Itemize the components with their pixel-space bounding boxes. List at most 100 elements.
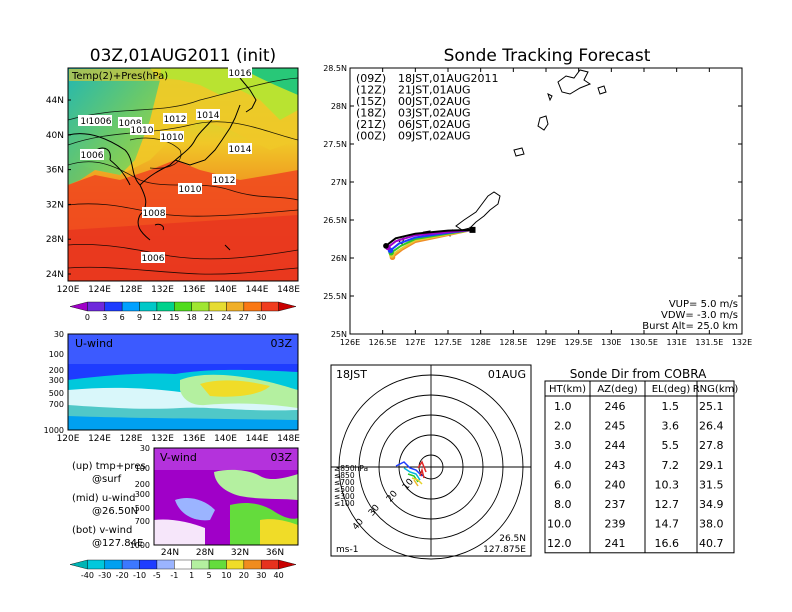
- pressure-tick-label: 500: [135, 504, 150, 513]
- colorbar-swatch: [208, 301, 227, 312]
- colorbar-label: 30: [256, 313, 266, 322]
- table-cell: 1.5: [662, 400, 680, 413]
- x-tick-label: 129.5E: [565, 338, 593, 347]
- lon-tick-label: 136E: [183, 434, 206, 444]
- svg-text:1016: 1016: [229, 69, 252, 79]
- colorbar-swatch: [174, 559, 192, 570]
- colorbar-swatch: [243, 559, 262, 570]
- table-cell: 40.7: [699, 537, 724, 550]
- isobar-label: 1012: [163, 113, 187, 125]
- lon-tick-label: 128E: [120, 434, 143, 444]
- lon-tick-label: 124E: [88, 434, 111, 444]
- lat-tick-label: 36N: [46, 166, 64, 176]
- table-title: Sonde Dir from COBRA: [570, 367, 707, 381]
- colorbar-label: 20: [239, 571, 249, 580]
- track-y-ticks: 25N 25.5N 26N 26.5N 27N 27.5N 28N 28.5N: [323, 64, 742, 339]
- colorbar-label: 30: [256, 571, 266, 580]
- table-frame: [544, 380, 735, 554]
- polar-pressure-legend: ≥850hPa≤850≤700≤500≤300≤100: [334, 464, 368, 508]
- track-x-ticks: 126E 126.5E 127E 127.5E 128E 128.5E 129E 129.5E…: [340, 68, 752, 347]
- colorbar-swatch: [156, 301, 175, 312]
- lon-tick-label: 132E: [151, 434, 174, 444]
- track-legend: (09Z) 18JST,01AUG2011 (12Z) 21JST,01AUG (15Z…: [356, 72, 499, 143]
- pressure-tick-label: 300: [49, 376, 64, 385]
- svg-text:1010: 1010: [161, 133, 184, 143]
- lon-tick-label: 144E: [246, 285, 269, 295]
- legend-text: 00JST,02AUG: [398, 95, 471, 108]
- colorbar-label: 21: [204, 313, 214, 322]
- table-cell: 31.5: [699, 478, 724, 491]
- surface-map-frame: [67, 67, 299, 282]
- polar-unit-label: ms-1: [336, 545, 358, 555]
- svg-text:1006: 1006: [89, 117, 112, 127]
- colorbar-swatch: [69, 301, 88, 312]
- lat-tick-label: 28N: [196, 548, 214, 558]
- lat-tick-label: 24N: [161, 548, 179, 558]
- table-cell: 3.6: [662, 420, 680, 433]
- legend-text: 21JST,01AUG: [398, 84, 471, 97]
- note-mid-sub: @26.50N: [92, 506, 138, 517]
- pressure-tick-label: 30: [54, 330, 64, 339]
- x-tick-label: 127E: [405, 338, 425, 347]
- colorbar-swatch: [278, 559, 297, 570]
- colorbar-label: 24: [221, 313, 231, 322]
- pressure-tick-label: 200: [49, 366, 64, 375]
- table-cell: 10.0: [547, 518, 572, 531]
- note-bot-sub: @127.84E: [92, 538, 143, 549]
- table-cell: 16.6: [655, 537, 680, 550]
- colorbar-label: 12: [152, 313, 162, 322]
- colorbar-label: 27: [239, 313, 249, 322]
- x-tick-label: 131.5E: [695, 338, 723, 347]
- pressure-tick-label: 100: [135, 464, 150, 473]
- surface-map-title: 03Z,01AUG2011 (init): [90, 46, 276, 66]
- colorbar-label: -20: [116, 571, 129, 580]
- svg-text:1014: 1014: [229, 145, 252, 155]
- pressure-legend-label: ≤850: [334, 471, 355, 480]
- colorbar-swatch: [174, 301, 192, 312]
- colorbar-swatch: [261, 301, 279, 312]
- table-header: RNG(km): [693, 384, 739, 395]
- colorbar-swatch: [278, 301, 297, 312]
- colorbar-label: 40: [274, 571, 284, 580]
- track-series: [383, 226, 476, 261]
- legend-text: 09JST,02AUG: [398, 130, 471, 143]
- isobar-label: 1006: [88, 115, 112, 127]
- pressure-legend-label: ≤100: [334, 499, 355, 508]
- colorbar-label: -40: [81, 571, 94, 580]
- isobar-label: 1012: [212, 174, 236, 186]
- map-lon-ticks: 120E 124E 128E 132E 136E 140E 144E 148E: [57, 285, 301, 295]
- colorbar-swatch: [156, 559, 175, 570]
- colorbar-label: -1: [170, 571, 178, 580]
- temperature-colorbar: 0 3 6 9 12 15 18 21 24 27 30: [69, 301, 297, 322]
- colorbar-swatch: [121, 301, 140, 312]
- lat-tick-label: 24N: [46, 270, 64, 280]
- y-tick-label: 25.5N: [323, 292, 347, 301]
- map-lat-ticks: 44N 40N 36N 32N 28N 24N: [46, 96, 71, 280]
- colorbar-label: 5: [207, 571, 212, 580]
- colorbar-swatch: [226, 301, 245, 312]
- table-cell: 246: [605, 400, 626, 413]
- table-cell: 14.7: [655, 518, 680, 531]
- panel-notes: (up) tmp+pres @surf (mid) u-wind @26.50N…: [72, 461, 146, 549]
- colorbar-label: 15: [169, 313, 179, 322]
- colorbar-label: 0: [85, 313, 90, 322]
- u-wind-label: U-wind: [75, 337, 113, 350]
- note-bot: (bot) v-wind: [72, 525, 132, 536]
- legend-text: 06JST,02AUG: [398, 118, 471, 131]
- surface-map-label-box: Temp(2)+Pres(hPa): [69, 69, 168, 82]
- legend-id: (15Z): [356, 95, 386, 108]
- isobar-label: 1010: [130, 124, 154, 136]
- isobar-label: 1014: [228, 143, 252, 155]
- svg-text:1010: 1010: [179, 185, 202, 195]
- svg-text:1010: 1010: [131, 126, 154, 136]
- isobar-label: 1010: [178, 183, 202, 195]
- x-tick-label: 132E: [732, 338, 752, 347]
- table-cell: 27.8: [699, 439, 724, 452]
- lon-tick-label: 124E: [88, 285, 111, 295]
- y-tick-label: 28N: [331, 102, 347, 111]
- colorbar-swatch: [87, 301, 105, 312]
